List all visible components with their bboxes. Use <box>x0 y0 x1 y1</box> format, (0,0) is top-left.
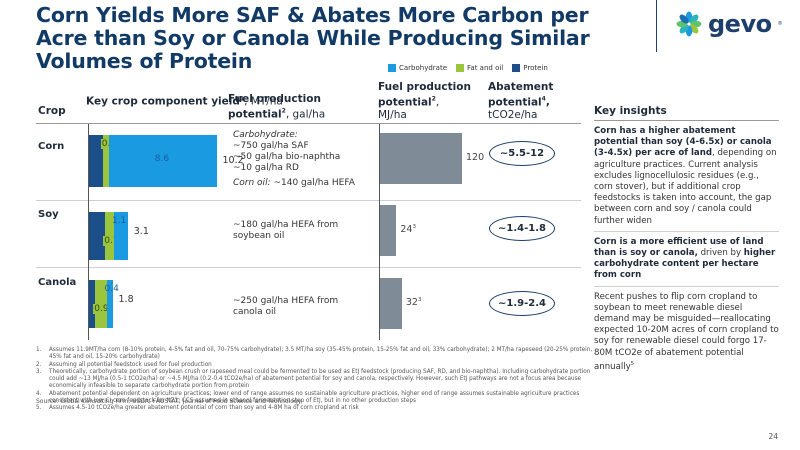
legend-item-fat-and-oil: Fat and oil <box>456 64 503 72</box>
bar-segment-protein-canola <box>89 280 96 328</box>
crop-label-corn: Corn <box>38 141 65 152</box>
fuel-text-corn: Carbohydrate: ~750 gal/ha SAF ~50 gal/ha… <box>233 130 355 189</box>
fuel-text-canola: ~250 gal/ha HEFA from canola oil <box>233 296 338 318</box>
bar-value-label: 0.9 <box>93 304 110 314</box>
chart-legend: Carbohydrate Fat and oil Protein <box>388 64 548 72</box>
bar-total-label: 10.2 <box>222 155 244 166</box>
fuel-line: ~250 gal/ha HEFA from <box>233 296 339 306</box>
footnote: 4. Abatement potential dependent on agric… <box>36 390 580 405</box>
bar-segment-carbohydrate-canola <box>106 280 113 328</box>
mj-axis <box>379 124 380 340</box>
page-number: 24 <box>768 432 778 441</box>
insight-2: Corn is a more efficient use of land tha… <box>594 236 776 281</box>
fuel-line: soybean oil <box>233 231 285 241</box>
legend-swatch-protein <box>512 64 521 72</box>
bar-total-label: 1.8 <box>118 294 134 305</box>
bar-value-label: 0.4 <box>104 284 119 294</box>
legend-label: Fat and oil <box>467 64 504 72</box>
footnote: 5. Assumes 4.5-10 tCO2e/ha greater abatem… <box>36 405 359 412</box>
pinwheel-logo-icon <box>676 11 702 37</box>
insight-1: Corn has a higher abatement potential th… <box>594 126 777 226</box>
legend-label: Carbohydrate <box>399 64 448 72</box>
legend-item-protein: Protein <box>512 64 548 72</box>
legend-item-carbohydrate: Carbohydrate <box>388 64 447 72</box>
header-divider-line <box>36 123 581 124</box>
bar-segment-carbohydrate-corn <box>109 135 217 187</box>
header-divider <box>656 0 657 52</box>
logo-petal <box>679 14 689 24</box>
legend-label: Protein <box>523 64 548 72</box>
abatement-badge-canola: ~1.9-2.4 <box>489 291 555 316</box>
mj-value-label: 243 <box>400 224 416 236</box>
footnote: 3. Theoretically, carbohydrate portion of… <box>36 368 591 390</box>
fuel-line: ~750 gal/ha SAF <box>233 141 309 151</box>
insights-title: Key insights <box>594 105 779 121</box>
crop-label-soy: Soy <box>38 209 59 220</box>
header-yield: Key crop component yield1, MT/ha <box>86 95 283 108</box>
footnote: 2. Assuming all potential feedstock used … <box>36 361 212 368</box>
fuel-line: Carbohydrate: <box>233 130 298 140</box>
fuel-text-soy: ~180 gal/ha HEFA from soybean oil <box>233 220 338 242</box>
fuel-line: canola oil <box>233 307 277 317</box>
header-crop: Crop <box>38 105 66 117</box>
insight-divider <box>594 285 779 287</box>
mj-value-label: 120 <box>466 152 485 163</box>
bar-value-label: 8.6 <box>154 154 170 164</box>
row-divider <box>36 200 581 201</box>
bar-segment-fat-and-oil-corn <box>102 135 109 187</box>
legend-swatch-fat-and-oil <box>456 64 465 72</box>
footnotes: 1. Assumes 11.9MT/ha corn (8-10% protein,… <box>36 347 596 413</box>
header-fuel-gal: Fuel production potential2, gal/ha <box>228 93 326 120</box>
header-abatement: Abatement potential4, tCO2e/ha <box>488 81 554 121</box>
bar-value-label: 1.1 <box>112 216 127 226</box>
bar-value-label: 0.5 <box>100 139 118 149</box>
row-divider <box>36 267 581 268</box>
abatement-badge-soy: ~1.4-1.8 <box>489 216 555 241</box>
mj-bar-canola <box>380 278 402 329</box>
header-fuel-mj: Fuel production potential2, MJ/ha <box>378 81 471 121</box>
abatement-badge-corn: ~5.5-12 <box>489 141 555 166</box>
page-title: Corn Yields More SAF & Abates More Carbo… <box>36 3 590 73</box>
bar-segment-protein-soy <box>89 212 106 260</box>
bar-segment-protein-corn <box>89 135 103 187</box>
insight-divider <box>594 230 779 232</box>
key-insights-panel: Key insights Corn has a higher abatement… <box>594 105 779 373</box>
bar-segment-carbohydrate-soy <box>114 212 128 260</box>
yield-axis <box>88 124 89 340</box>
bar-value-label: 0.7 <box>103 236 120 246</box>
footnote: 1. Assumes 11.9MT/ha corn (8-10% protein,… <box>36 347 593 361</box>
fuel-line: ~180 gal/ha HEFA from <box>233 220 339 230</box>
insight-3: Recent pushes to flip corn cropland to s… <box>594 291 779 372</box>
legend-swatch-carbohydrate <box>388 64 396 72</box>
crop-label-canola: Canola <box>38 277 77 288</box>
fuel-line: ~10 gal/ha RD <box>233 163 299 173</box>
bar-total-label: 3.1 <box>133 226 149 237</box>
logo-text: gevo <box>708 10 772 38</box>
mj-bar-corn <box>380 133 462 184</box>
fuel-line: ~50 gal/ha bio-naphtha <box>233 152 341 162</box>
trademark-mark: ® <box>777 21 783 27</box>
source-note: Source: Global Consulting Firm, USDA; FA… <box>36 398 302 405</box>
mj-bar-soy <box>380 205 397 256</box>
fuel-line-corn-oil: Corn oil: ~140 gal/ha HEFA <box>233 178 355 188</box>
gevo-logo: gevo ® <box>676 10 783 38</box>
mj-value-label: 323 <box>405 297 422 309</box>
